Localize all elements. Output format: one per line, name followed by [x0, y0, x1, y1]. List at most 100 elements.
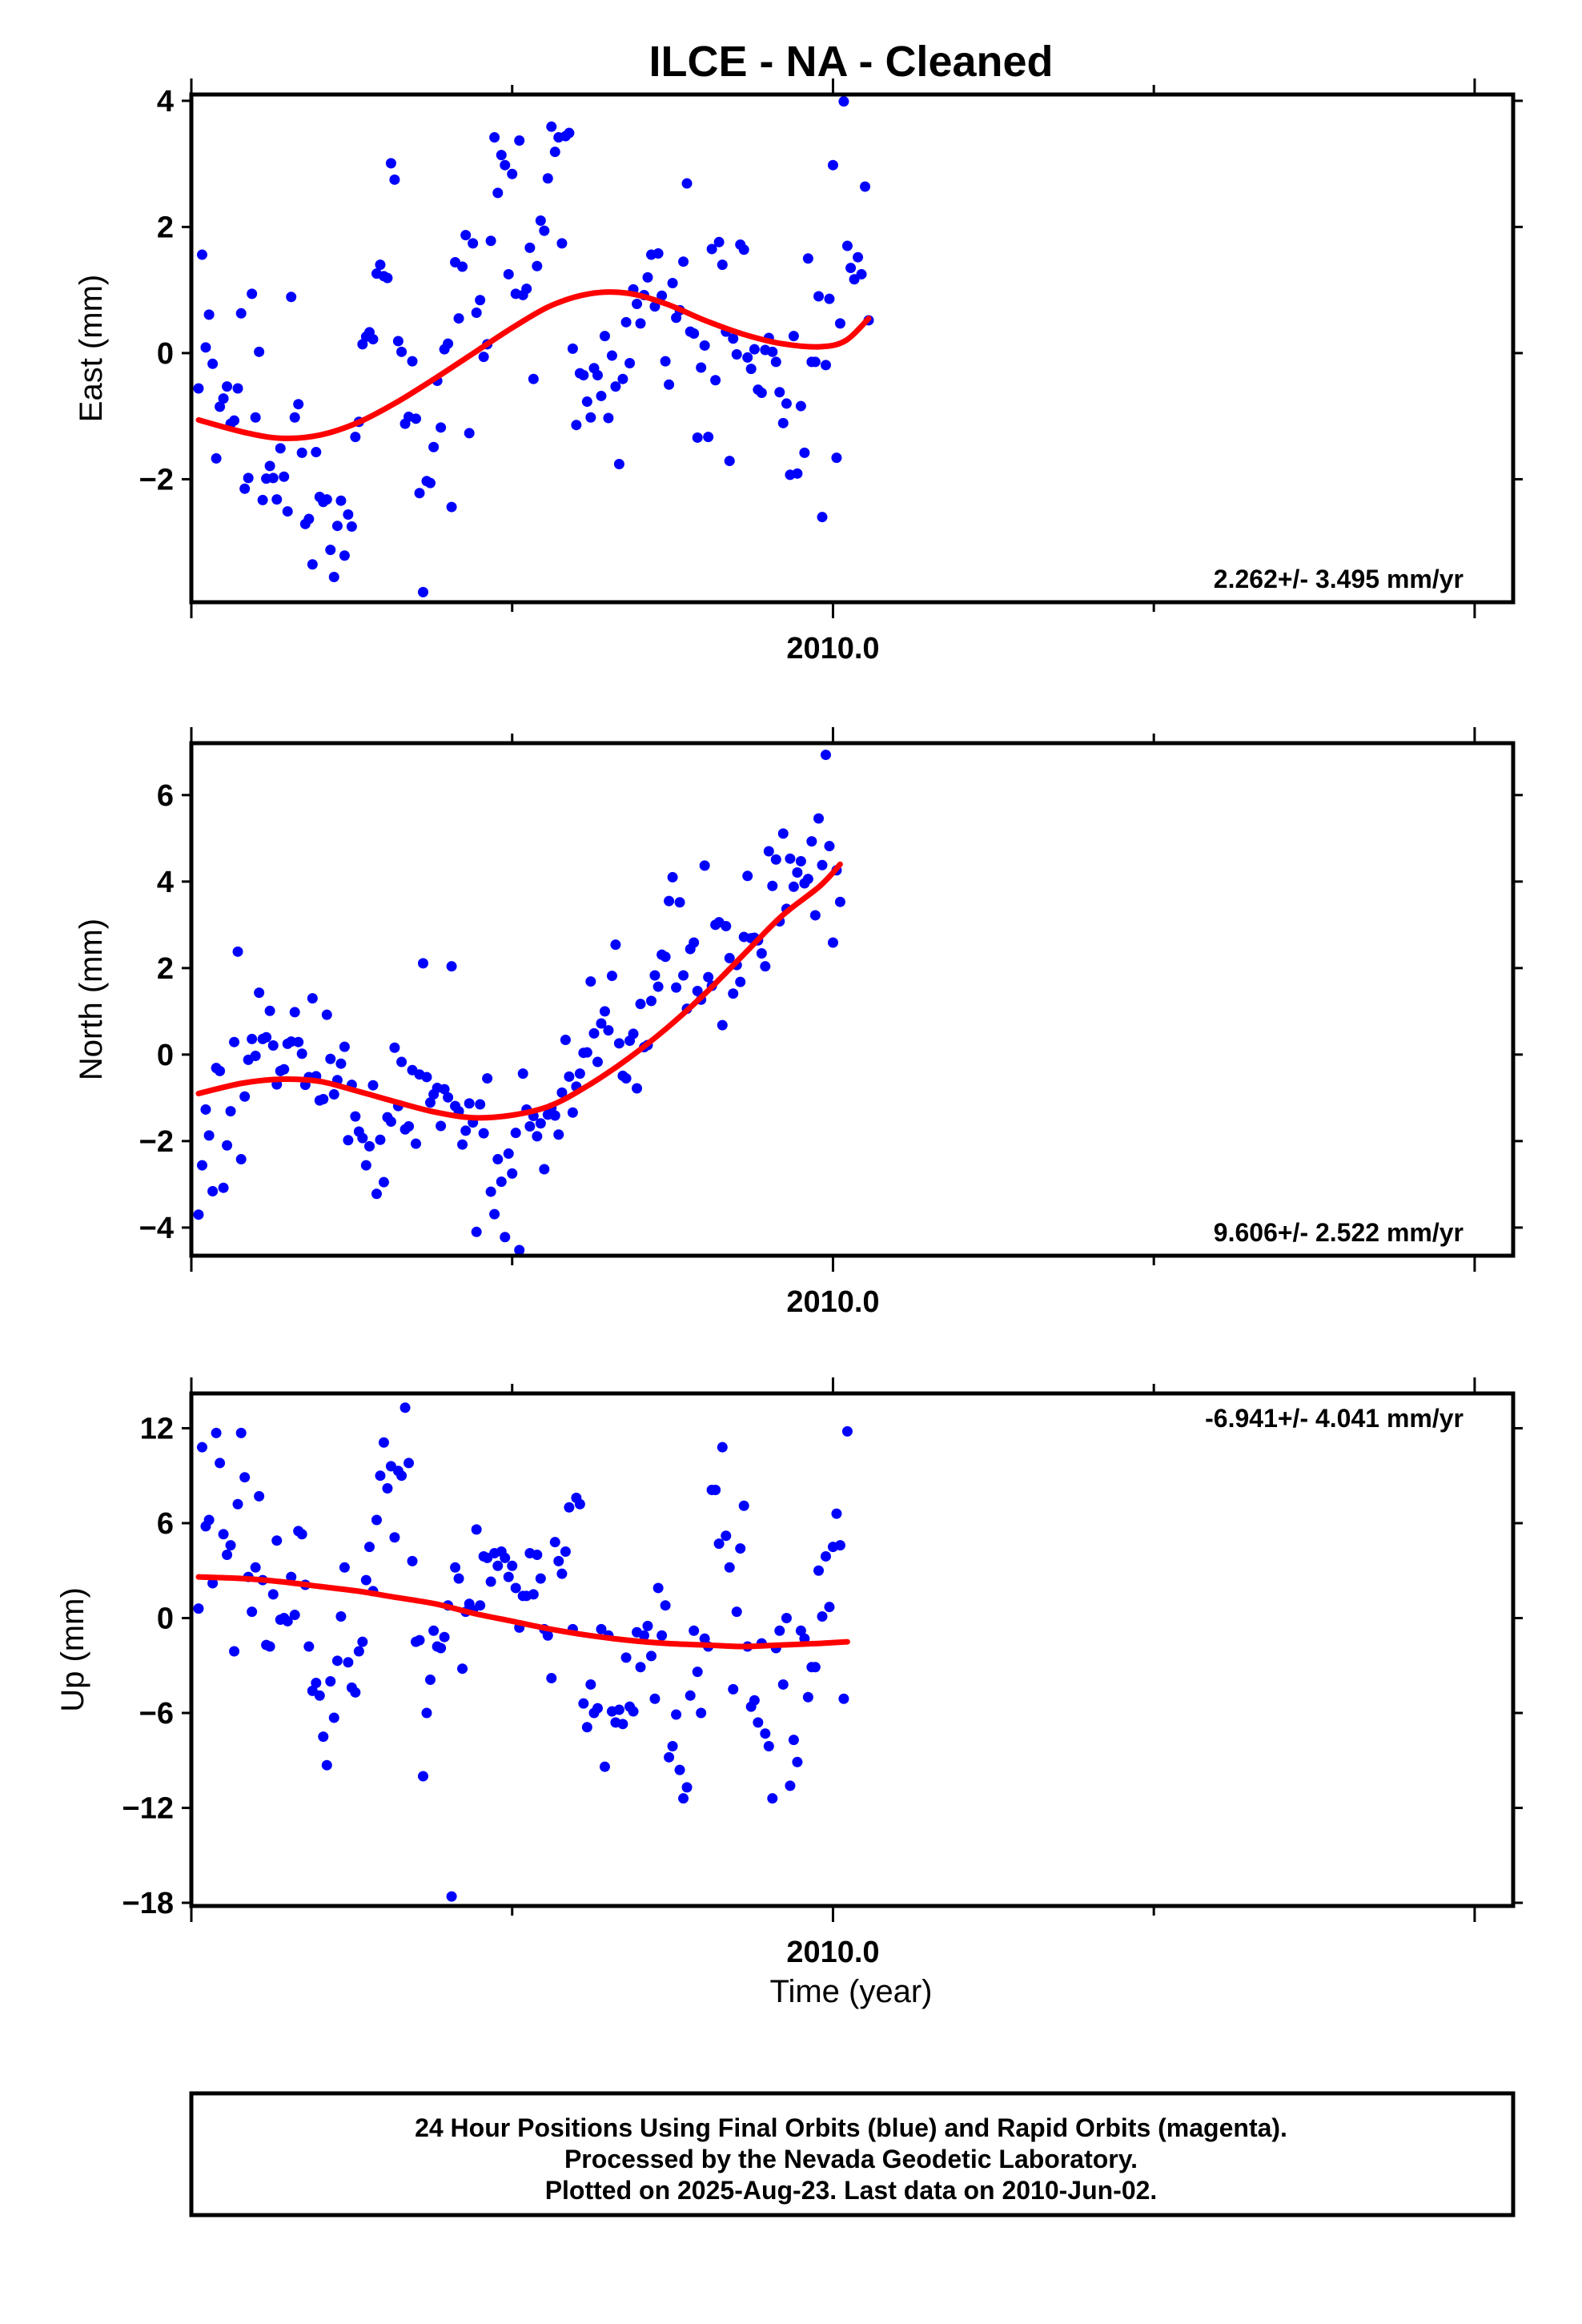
- east-data-point: [311, 447, 322, 458]
- east-data-point: [389, 174, 400, 185]
- up-data-point: [581, 1722, 592, 1733]
- up-data-point: [664, 1751, 675, 1763]
- north-data-point: [367, 1080, 379, 1091]
- east-panel: −2 0 2 4 2010.0 2.262+/- 3.495 mm/yr East (mm): [74, 78, 1523, 665]
- north-data-point: [489, 1208, 500, 1220]
- east-data-point: [254, 346, 265, 357]
- east-data-point: [699, 340, 710, 351]
- east-data-point: [203, 309, 215, 320]
- up-data-point: [211, 1427, 222, 1438]
- east-data-point: [257, 494, 268, 505]
- up-data-point: [713, 1538, 725, 1550]
- up-data-point: [235, 1427, 247, 1438]
- north-data-point: [760, 961, 771, 972]
- up-data-point: [617, 1719, 628, 1730]
- east-data-point: [817, 512, 828, 523]
- up-data-point: [596, 1623, 607, 1634]
- north-data-point: [721, 920, 732, 931]
- up-data-point: [311, 1677, 322, 1688]
- north-data-point: [424, 1097, 436, 1108]
- north-data-point: [261, 1031, 272, 1043]
- east-data-point: [834, 318, 845, 329]
- east-data-point: [457, 261, 468, 272]
- up-data-point: [549, 1537, 560, 1548]
- up-data-point: [335, 1611, 347, 1622]
- up-data-point: [282, 1615, 293, 1626]
- east-data-point: [424, 477, 436, 489]
- up-data-point: [578, 1698, 589, 1709]
- up-data-point: [375, 1470, 386, 1482]
- north-data-point: [588, 1027, 600, 1039]
- north-y-tick-label: 6: [157, 779, 174, 813]
- east-data-point: [532, 260, 543, 271]
- north-data-point: [645, 995, 656, 1007]
- up-data-point: [453, 1573, 464, 1584]
- north-data-point: [678, 970, 689, 981]
- up-data-point: [528, 1589, 539, 1600]
- up-data-point: [267, 1589, 279, 1600]
- north-data-point: [824, 841, 835, 852]
- up-data-point: [689, 1625, 700, 1636]
- north-data-point: [785, 853, 796, 864]
- up-data-point: [613, 1704, 624, 1715]
- up-data-point: [218, 1529, 229, 1540]
- east-data-point: [767, 346, 778, 357]
- east-data-point: [845, 263, 857, 274]
- east-data-point: [606, 350, 617, 361]
- up-data-point: [436, 1642, 447, 1654]
- north-data-point: [660, 951, 671, 963]
- north-data-point: [592, 1056, 603, 1068]
- north-data-point: [813, 813, 825, 824]
- east-data-point: [279, 471, 290, 482]
- east-data-point: [571, 420, 582, 431]
- north-data-point: [674, 897, 685, 908]
- north-data-point: [357, 1132, 368, 1144]
- east-data-point: [706, 243, 717, 255]
- east-data-point: [724, 456, 735, 467]
- up-data-point: [424, 1675, 436, 1686]
- up-data-point: [795, 1625, 806, 1636]
- up-data-point: [585, 1679, 596, 1690]
- north-data-point: [763, 846, 774, 857]
- north-data-point: [724, 952, 735, 963]
- north-data-point: [411, 1138, 422, 1149]
- north-data-point: [307, 993, 318, 1004]
- up-data-point: [735, 1543, 746, 1554]
- up-data-point: [339, 1562, 350, 1573]
- north-data-point: [485, 1186, 496, 1197]
- east-data-point: [200, 342, 211, 353]
- up-data-point: [542, 1630, 553, 1641]
- up-data-point: [446, 1891, 457, 1902]
- up-data-point: [696, 1707, 707, 1719]
- north-data-point: [620, 1073, 632, 1084]
- east-data-point: [664, 379, 675, 390]
- east-data-point: [453, 313, 464, 324]
- up-data-point: [485, 1576, 496, 1587]
- east-data-point: [250, 412, 261, 423]
- up-data-point: [699, 1633, 710, 1644]
- north-data-point: [254, 987, 265, 999]
- north-data-point: [599, 1006, 610, 1017]
- up-data-point: [781, 1612, 792, 1623]
- up-data-point: [639, 1630, 650, 1641]
- east-data-point: [717, 259, 728, 271]
- north-data-point: [728, 988, 739, 999]
- up-data-point: [229, 1646, 240, 1657]
- east-data-point: [692, 432, 703, 443]
- north-data-point: [439, 1084, 450, 1095]
- north-data-point: [767, 880, 778, 891]
- up-data-point: [421, 1707, 432, 1719]
- up-data-point: [760, 1728, 771, 1739]
- east-data-point: [856, 268, 867, 279]
- up-data-point: [553, 1555, 564, 1566]
- east-data-point: [781, 398, 792, 409]
- east-data-point: [799, 447, 810, 458]
- north-data-point: [378, 1176, 389, 1188]
- east-data-point: [656, 290, 668, 301]
- north-data-point: [820, 750, 831, 761]
- east-data-point: [795, 400, 806, 412]
- east-data-point: [331, 521, 343, 532]
- east-data-point: [460, 230, 472, 241]
- up-data-point: [193, 1603, 204, 1614]
